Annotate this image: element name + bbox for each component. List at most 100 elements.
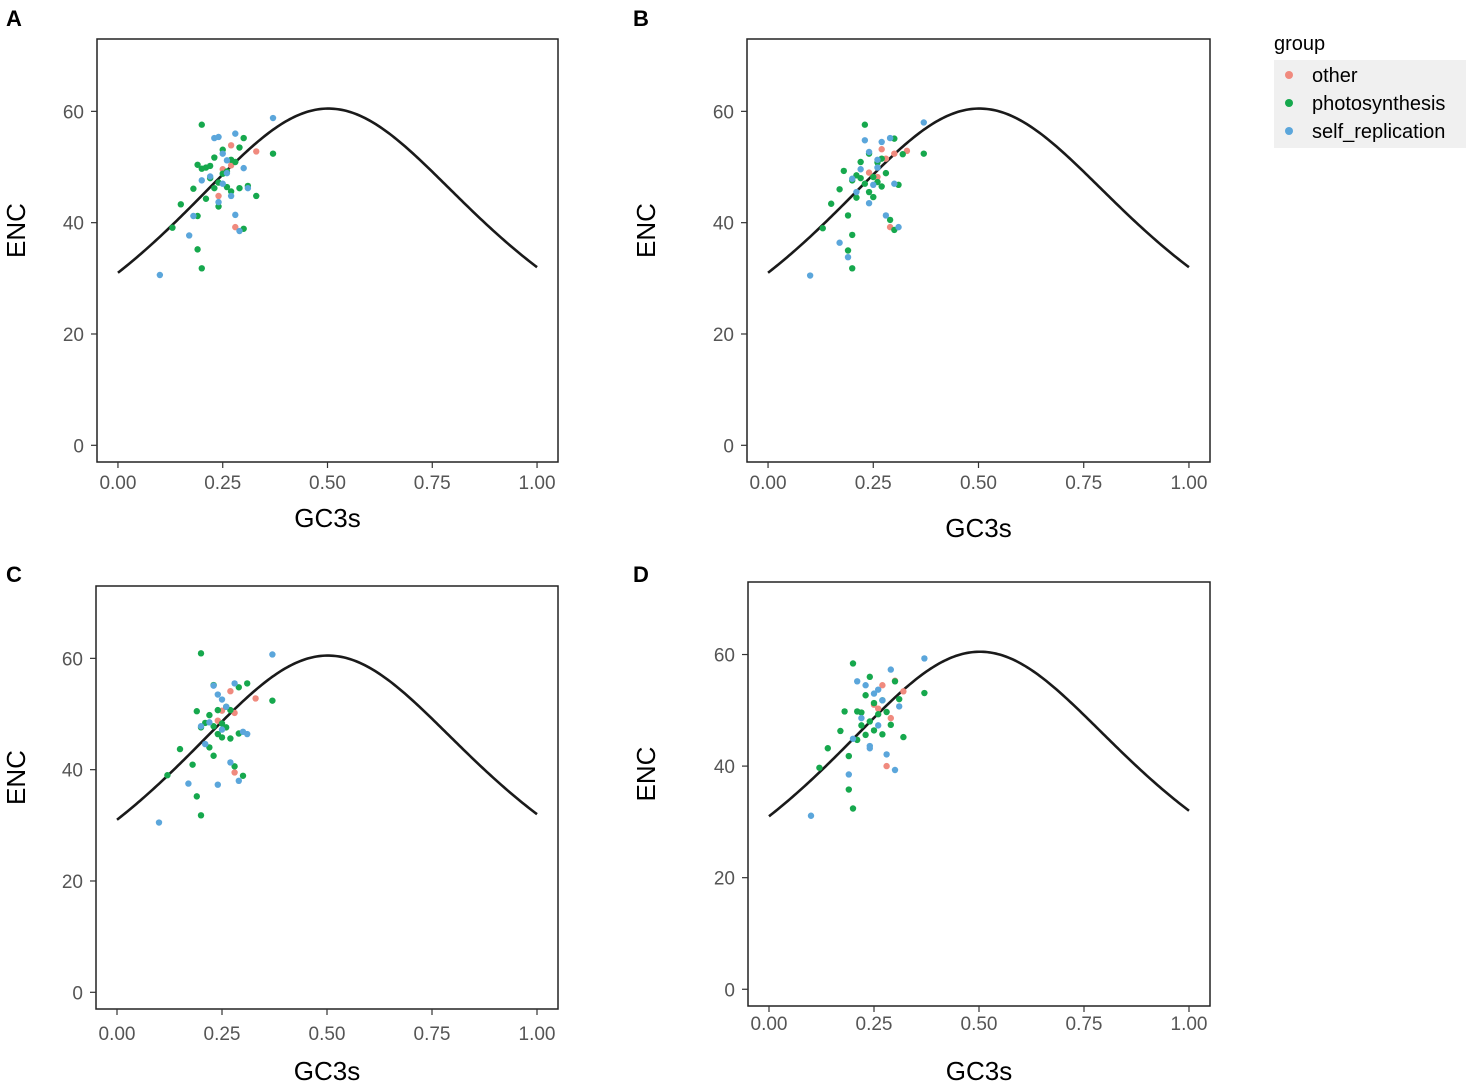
data-point-photosynthesis <box>882 169 890 177</box>
x-tick-label: 0.25 <box>856 1014 893 1035</box>
data-point-self-replication <box>206 173 214 180</box>
x-tick-label: 0.00 <box>99 1024 136 1045</box>
data-point-photosynthesis <box>845 786 852 793</box>
data-point-self-replication <box>895 223 902 231</box>
data-point-other <box>215 192 222 200</box>
y-tick-label: 20 <box>63 325 84 346</box>
data-point-self-replication <box>886 134 894 142</box>
data-point-photosynthesis <box>211 154 218 161</box>
data-point-photosynthesis <box>921 689 928 697</box>
expected-enc-curve <box>768 650 1190 818</box>
data-point-self-replication <box>891 180 898 187</box>
y-tick-label: 60 <box>714 646 735 667</box>
plot-frame <box>747 581 1211 1007</box>
data-point-photosynthesis <box>193 708 200 715</box>
data-point-self-replication <box>865 148 873 156</box>
panel-c: C 0.00 0.25 0.50 0.75 1.00 0 20 40 60 GC3s ENC <box>1 562 559 1085</box>
data-point-photosynthesis <box>236 144 243 151</box>
data-point-self-replication <box>235 777 242 785</box>
data-point-photosynthesis <box>920 150 927 157</box>
series-photosynthesis <box>164 650 276 819</box>
data-point-self-replication <box>866 745 873 752</box>
y-tick-label: 60 <box>62 649 83 670</box>
data-point-other <box>231 769 238 776</box>
data-point-photosynthesis <box>858 709 865 716</box>
data-point-photosynthesis <box>849 265 856 272</box>
legend-title: group <box>1274 33 1325 55</box>
data-point-photosynthesis <box>164 772 171 779</box>
series-self-replication <box>155 651 276 826</box>
data-point-self-replication <box>269 651 276 658</box>
y-tick-label: 40 <box>713 214 734 235</box>
data-point-self-replication <box>219 180 226 187</box>
x-tick-label: 1.00 <box>1170 473 1207 494</box>
legend-label-self-replication: self_replication <box>1312 121 1445 143</box>
data-point-self-replication <box>874 164 881 171</box>
y-tick-label: 60 <box>713 102 734 123</box>
data-point-photosynthesis <box>861 180 869 187</box>
data-point-photosynthesis <box>862 731 869 739</box>
data-point-photosynthesis <box>866 673 873 681</box>
data-point-self-replication <box>218 726 226 733</box>
data-point-photosynthesis <box>198 121 205 128</box>
data-point-self-replication <box>227 192 235 200</box>
data-point-self-replication <box>231 680 238 687</box>
data-point-self-replication <box>854 678 861 685</box>
data-point-photosynthesis <box>861 121 869 128</box>
data-point-self-replication <box>202 740 209 748</box>
data-point-photosynthesis <box>235 684 242 691</box>
data-point-photosynthesis <box>816 764 823 771</box>
legend-key-self-replication <box>1285 127 1293 135</box>
data-point-photosynthesis <box>858 722 865 729</box>
data-point-photosynthesis <box>866 718 873 725</box>
data-point-self-replication <box>190 212 197 220</box>
data-point-photosynthesis <box>176 745 184 753</box>
x-tick-label: 0.75 <box>414 473 451 494</box>
y-axis-title: ENC <box>631 203 661 258</box>
data-point-photosynthesis <box>865 188 873 196</box>
data-point-photosynthesis <box>215 203 222 210</box>
plot-frame <box>96 38 559 463</box>
data-point-photosynthesis <box>844 212 852 219</box>
data-point-self-replication <box>197 723 205 730</box>
x-tick-label: 1.00 <box>1171 1014 1208 1035</box>
data-point-other <box>900 688 907 695</box>
data-point-photosynthesis <box>198 165 205 172</box>
data-point-photosynthesis <box>883 708 890 716</box>
data-point-other <box>879 682 886 689</box>
data-point-other <box>891 150 898 157</box>
x-tick-label: 0.75 <box>1066 1014 1103 1035</box>
y-tick-label: 0 <box>724 980 735 1001</box>
y-axis-title: ENC <box>1 750 31 805</box>
data-point-self-replication <box>878 138 885 146</box>
panel-label-c: C <box>6 562 22 587</box>
data-point-self-replication <box>156 271 164 279</box>
data-point-photosynthesis <box>193 793 200 800</box>
x-tick-label: 0.25 <box>204 1024 241 1045</box>
data-point-self-replication <box>215 198 222 206</box>
x-tick-label: 0.75 <box>414 1024 451 1045</box>
data-point-photosynthesis <box>210 723 217 730</box>
y-axis-title: ENC <box>1 203 31 258</box>
data-point-self-replication <box>244 184 252 192</box>
data-point-photosynthesis <box>849 231 856 239</box>
x-axis-title: GC3s <box>294 503 360 533</box>
data-point-photosynthesis <box>840 167 848 175</box>
data-point-self-replication <box>849 735 857 742</box>
panel-d: D 0.00 0.25 0.50 0.75 1.00 0 20 40 60 GC3s ENC <box>631 562 1211 1085</box>
data-point-self-replication <box>870 181 877 189</box>
y-tick-label: 40 <box>714 757 735 778</box>
data-point-photosynthesis <box>231 763 238 770</box>
data-point-self-replication <box>269 114 277 122</box>
x-tick-label: 0.25 <box>204 473 241 494</box>
panel-label-a: A <box>6 6 22 31</box>
data-point-photosynthesis <box>887 721 894 729</box>
y-tick-label: 40 <box>62 761 83 782</box>
legend-key-photosynthesis <box>1285 99 1293 107</box>
x-tick-label: 0.50 <box>960 473 997 494</box>
data-point-photosynthesis <box>870 193 877 201</box>
data-point-photosynthesis <box>236 184 243 192</box>
data-point-photosynthesis <box>819 225 826 232</box>
data-point-self-replication <box>875 722 882 729</box>
x-tick-label: 0.50 <box>961 1014 998 1035</box>
